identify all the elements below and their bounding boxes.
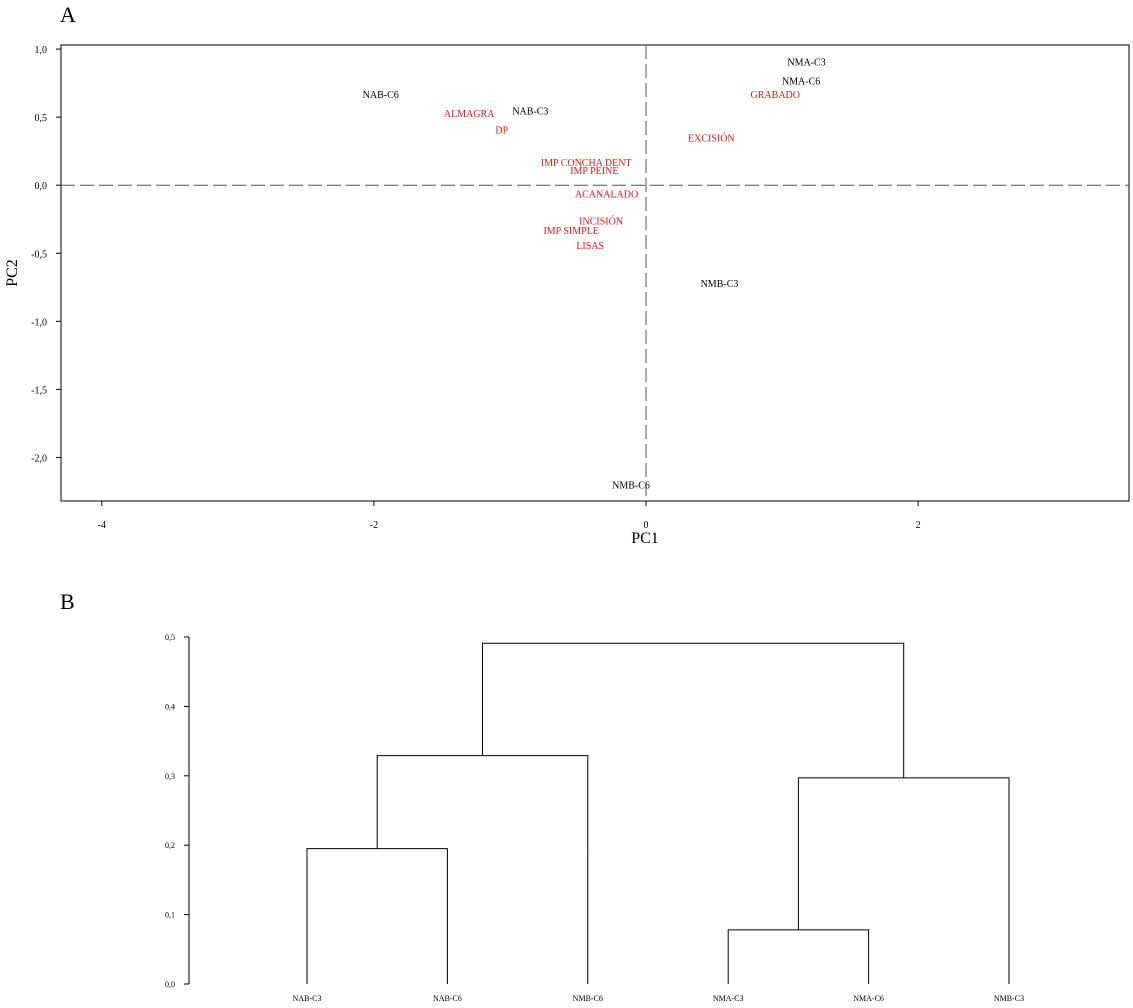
dendro-y-tick-label: 0,4 xyxy=(165,702,175,711)
dendro-leaf-label: NAB-C3 xyxy=(293,994,322,1003)
pca-x-tick-label: -2 xyxy=(370,520,378,531)
dendro-merge-link xyxy=(376,755,589,984)
pca-variable-label: EXCISIÓN xyxy=(688,133,735,145)
dendro-y-tick-label: 0,5 xyxy=(165,633,175,642)
dendro-merge-link xyxy=(482,642,905,778)
dendro-leaf-label: NMB-C6 xyxy=(573,994,603,1003)
pca-variable-label: ACANALADO xyxy=(575,189,638,200)
pca-y-tick-label: 0,0 xyxy=(35,181,48,192)
pca-y-tick-label: -2,0 xyxy=(31,453,47,464)
pca-plot-frame xyxy=(60,44,1130,502)
dendro-leaf-label: NMA-C3 xyxy=(713,994,744,1003)
pca-x-tick-label: 0 xyxy=(644,520,649,531)
pca-variable-label: IMP PEINE xyxy=(570,166,618,177)
pca-sample-label: NMB-C6 xyxy=(612,481,650,492)
dendro-leaf-label: NMB-C3 xyxy=(994,994,1024,1003)
pca-biplot: -4 -2 0 2 -2,0 -1,5 -1,0 -0,5 0,0 0,5 1,0 PC1 PC2 NAB… xyxy=(4,44,1130,547)
pca-variable-label: INCISIÓN xyxy=(579,216,623,228)
dendrogram: 0,0 0,1 0,2 0,3 0,4 0,5 NAB-C3 NAB-C6 NMB-C6 NMA-… xyxy=(165,633,1024,1003)
pca-x-tick-label: 2 xyxy=(916,520,921,531)
pca-y-tick-label: -1,5 xyxy=(31,385,47,396)
pca-x-tick-label: -4 xyxy=(98,520,106,531)
dendro-merge-link xyxy=(797,777,1010,984)
pca-y-tick-label: 1,0 xyxy=(35,45,48,56)
pca-variable-label: GRABADO xyxy=(751,90,800,101)
pca-y-tick-label: -1,0 xyxy=(31,317,47,328)
pca-y-tick-label: -0,5 xyxy=(31,249,47,260)
pca-y-axis-label: PC2 xyxy=(4,259,21,287)
pca-sample-label: NAB-C3 xyxy=(512,106,548,117)
dendro-y-tick-label: 0,0 xyxy=(165,980,175,989)
pca-variable-label: ALMAGRA xyxy=(444,109,495,120)
pca-variable-label: IMP CONCHA DENT xyxy=(541,158,632,169)
pca-sample-label: NMA-C6 xyxy=(782,76,820,87)
pca-sample-label: NAB-C6 xyxy=(363,90,399,101)
pca-sample-label: NMB-C3 xyxy=(701,279,739,290)
dendro-merge-link xyxy=(306,848,448,984)
pca-sample-label: NMA-C3 xyxy=(787,57,825,68)
panel-b-letter: B xyxy=(60,589,75,614)
pca-variable-label: DP xyxy=(495,125,508,136)
dendro-y-tick-label: 0,1 xyxy=(165,911,175,920)
pca-x-axis-label: PC1 xyxy=(631,530,659,547)
dendro-leaf-label: NMA-C6 xyxy=(853,994,884,1003)
dendro-merge-link xyxy=(727,929,870,984)
pca-y-tick-label: 0,5 xyxy=(35,113,48,124)
dendro-leaf-label: NAB-C6 xyxy=(433,994,462,1003)
panel-a-letter: A xyxy=(60,2,76,27)
pca-variable-label: IMP SIMPLE xyxy=(543,226,598,237)
pca-variable-label: LISAS xyxy=(576,241,604,252)
dendro-y-tick-label: 0,2 xyxy=(165,841,175,850)
dendro-y-tick-label: 0,3 xyxy=(165,772,175,781)
